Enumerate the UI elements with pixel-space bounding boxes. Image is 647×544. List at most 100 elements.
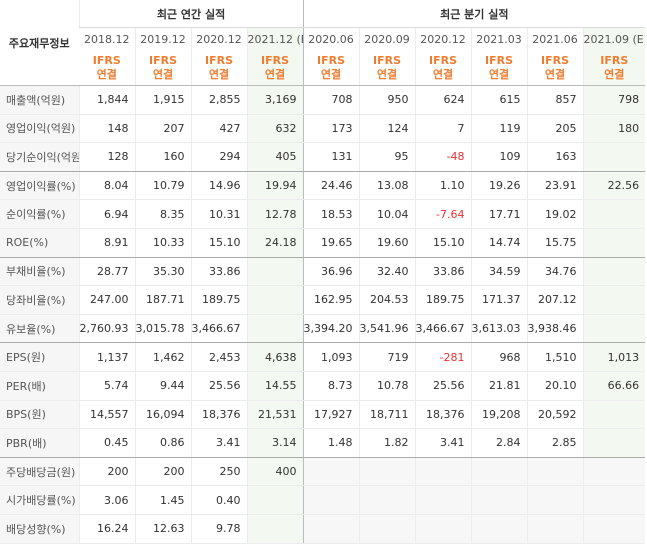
- table-cell: 162.95: [302, 285, 360, 315]
- table-cell: 36.96: [302, 257, 360, 287]
- basis-header: IFRS 연결: [358, 51, 416, 86]
- table-row: BPS(원) 14,557 16,094 18,376 21,531 17,927 18,7…: [0, 400, 646, 430]
- table-cell: 708: [302, 85, 360, 115]
- table-cell: 2,855: [190, 85, 247, 115]
- ifrs-label: IFRS: [429, 54, 458, 67]
- table-row: 당기순이익(억원) 128 160 294 405 131 95 -48 109 163: [0, 142, 646, 172]
- basis-label: 연결: [488, 68, 510, 81]
- table-cell: 3.41: [190, 428, 247, 458]
- table-cell: 1.45: [134, 485, 191, 515]
- table-cell: 624: [414, 85, 472, 115]
- row-label: EPS(원): [0, 342, 79, 372]
- basis-header: IFRS 연결: [134, 51, 191, 86]
- table-cell: 22.56: [582, 171, 646, 201]
- table-label-header: 주요재무정보: [0, 0, 79, 86]
- table-cell: -281: [414, 342, 472, 372]
- row-label: 시가배당률(%): [0, 485, 79, 515]
- table-cell: 200: [134, 457, 191, 487]
- table-cell: 20,592: [526, 400, 584, 430]
- table-cell: 124: [358, 114, 416, 144]
- period-header: 2020.06: [302, 27, 360, 51]
- table-cell: -7.64: [414, 199, 472, 229]
- ifrs-label: IFRS: [541, 54, 570, 67]
- table-cell: [302, 514, 360, 544]
- table-cell: 19.60: [358, 228, 416, 258]
- row-label: BPS(원): [0, 400, 79, 430]
- table-cell: [246, 485, 304, 515]
- table-cell: 2,453: [190, 342, 247, 372]
- table-cell: 187.71: [134, 285, 191, 315]
- table-cell: 66.66: [582, 371, 646, 401]
- table-cell: 2.85: [526, 428, 584, 458]
- table-cell: [582, 457, 646, 487]
- basis-header: IFRS 연결: [302, 51, 360, 86]
- period-header: 2020.12: [190, 27, 247, 51]
- table-cell: [582, 400, 646, 430]
- table-cell: [582, 228, 646, 258]
- table-cell: 2,760.93: [78, 314, 135, 344]
- table-cell: [582, 485, 646, 515]
- table-row: 유보율(%) 2,760.93 3,015.78 3,466.67 3,394.20 3,…: [0, 314, 646, 344]
- table-cell: 148: [78, 114, 135, 144]
- table-cell: 15.10: [190, 228, 247, 258]
- table-cell: 163: [526, 142, 584, 172]
- table-cell: 207: [134, 114, 191, 144]
- ifrs-label: IFRS: [205, 54, 233, 67]
- table-cell: -48: [414, 142, 472, 172]
- quarter-title: 최근 분기 실적: [302, 0, 646, 28]
- row-label: ROE(%): [0, 228, 79, 258]
- table-cell: 3,169: [246, 85, 304, 115]
- table-cell: 10.31: [190, 199, 247, 229]
- table-cell: 14,557: [78, 400, 135, 430]
- table-cell: 200: [78, 457, 135, 487]
- table-cell: 15.10: [414, 228, 472, 258]
- table-cell: 1,137: [78, 342, 135, 372]
- table-cell: [358, 457, 416, 487]
- ifrs-label: IFRS: [149, 54, 177, 67]
- table-cell: 95: [358, 142, 416, 172]
- table-cell: 19.94: [246, 171, 304, 201]
- table-cell: 1.82: [358, 428, 416, 458]
- table-cell: [246, 257, 304, 287]
- table-cell: 128: [78, 142, 135, 172]
- row-label: PBR(배): [0, 428, 79, 458]
- basis-label: 연결: [320, 68, 342, 81]
- basis-header: IFRS 연결: [526, 51, 584, 86]
- table-cell: [526, 485, 584, 515]
- table-row: 영업이익(억원) 148 207 427 632 173 124 7 119 205 180: [0, 114, 646, 144]
- table-cell: 400: [246, 457, 304, 487]
- table-cell: [582, 314, 646, 344]
- row-label: 영업이익률(%): [0, 171, 79, 201]
- table-cell: 189.75: [414, 285, 472, 315]
- table-cell: [526, 514, 584, 544]
- table-cell: 33.86: [414, 257, 472, 287]
- table-cell: 3,466.67: [414, 314, 472, 344]
- table-cell: [358, 485, 416, 515]
- table-cell: [470, 485, 528, 515]
- row-label: 순이익률(%): [0, 199, 79, 229]
- table-cell: 24.46: [302, 171, 360, 201]
- table-cell: [526, 457, 584, 487]
- table-cell: 0.45: [78, 428, 135, 458]
- table-cell: 14.96: [190, 171, 247, 201]
- ifrs-label: IFRS: [485, 54, 514, 67]
- table-row: 주당배당금(원) 200 200 250 400: [0, 457, 646, 487]
- table-cell: 3.06: [78, 485, 135, 515]
- period-header: 2020.09: [358, 27, 416, 51]
- row-label: 당기순이익(억원): [0, 142, 79, 172]
- row-label: 매출액(억원): [0, 85, 79, 115]
- table-cell: 719: [358, 342, 416, 372]
- basis-header: IFRS 연결: [246, 51, 304, 86]
- period-header: 2021.03: [470, 27, 528, 51]
- table-cell: 19,208: [470, 400, 528, 430]
- table-cell: 180: [582, 114, 646, 144]
- table-cell: 3,466.67: [190, 314, 247, 344]
- table-cell: [246, 514, 304, 544]
- table-cell: 632: [246, 114, 304, 144]
- table-cell: 5.74: [78, 371, 135, 401]
- ifrs-label: IFRS: [373, 54, 402, 67]
- table-row: EPS(원) 1,137 1,462 2,453 4,638 1,093 719 -281 96…: [0, 342, 646, 372]
- table-cell: 25.56: [414, 371, 472, 401]
- table-cell: 9.44: [134, 371, 191, 401]
